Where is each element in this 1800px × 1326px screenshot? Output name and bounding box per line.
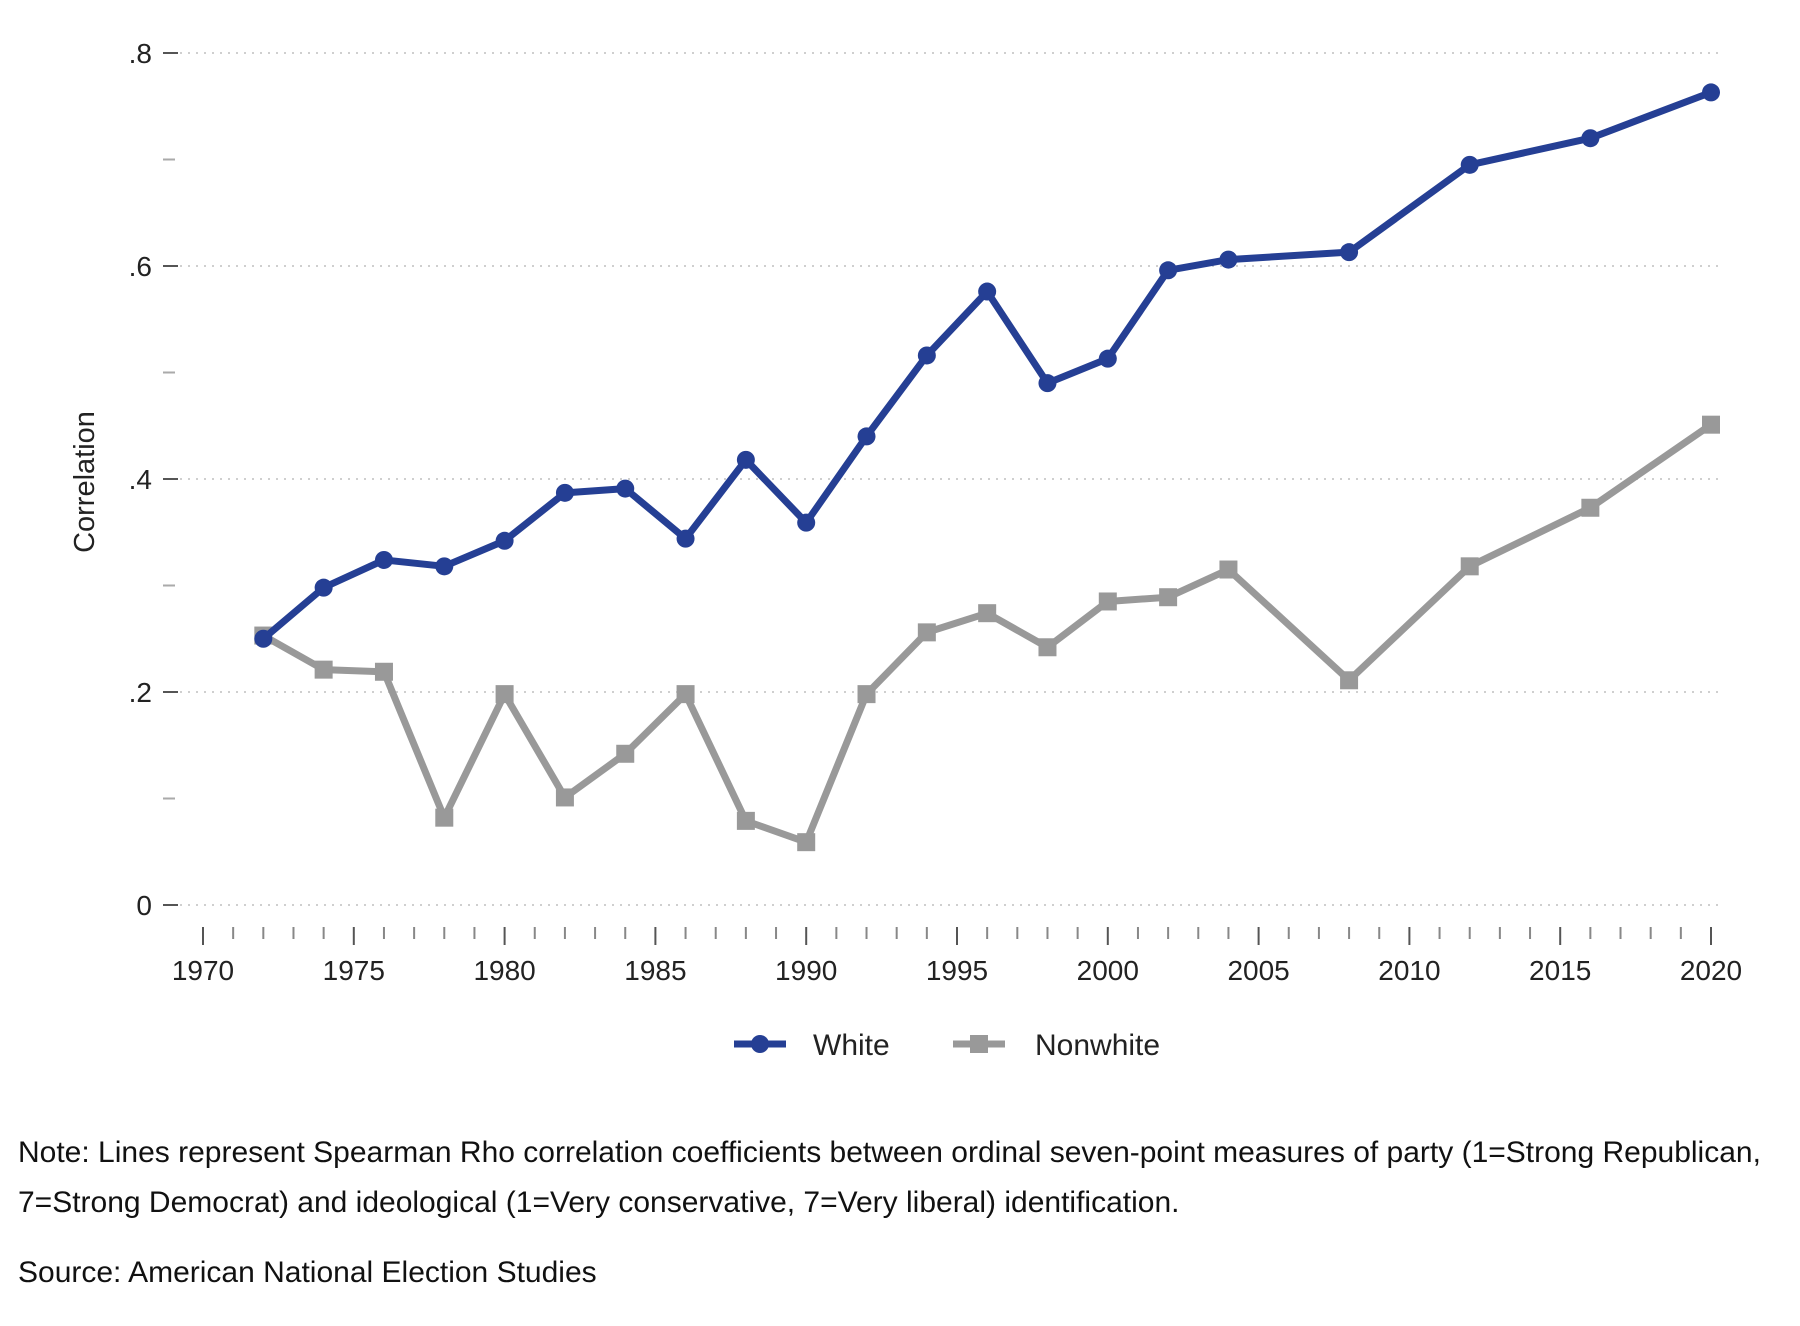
data-point-nonwhite <box>676 685 695 704</box>
y-axis: 0 .2 .4 .6 .8 <box>129 38 178 921</box>
data-point-white <box>495 531 514 550</box>
data-point-nonwhite <box>374 662 393 681</box>
data-point-white <box>254 629 273 648</box>
y-tick-label: .2 <box>129 677 152 708</box>
legend-marker <box>751 1035 769 1053</box>
x-tick-label: 1985 <box>624 955 686 986</box>
chart-source: Source: American National Election Studi… <box>18 1256 597 1289</box>
data-point-nonwhite <box>1340 671 1359 690</box>
data-point-nonwhite <box>1581 498 1600 517</box>
legend: White Nonwhite <box>734 1029 1160 1062</box>
data-point-nonwhite <box>495 685 514 704</box>
x-tick-label: 1995 <box>926 955 988 986</box>
data-point-white <box>1098 349 1117 368</box>
x-tick-label: 2010 <box>1378 955 1440 986</box>
data-point-white <box>857 427 876 446</box>
data-point-white <box>797 513 816 532</box>
data-point-nonwhite <box>857 685 876 704</box>
y-axis-title: Correlation <box>69 411 101 553</box>
data-point-white <box>676 529 695 548</box>
x-tick-label: 2020 <box>1680 955 1742 986</box>
x-tick-label: 2015 <box>1529 955 1591 986</box>
data-point-white <box>917 346 936 365</box>
data-point-white <box>1340 243 1359 262</box>
legend-marker <box>970 1035 988 1053</box>
x-tick-label: 1990 <box>775 955 837 986</box>
y-tick-label: 0 <box>136 890 152 921</box>
data-point-nonwhite <box>1219 560 1238 579</box>
data-point-nonwhite <box>978 604 997 623</box>
line-chart: 0 .2 .4 .6 .8 1970 1975 1980 1985 1990 1995 2000 20… <box>69 38 1742 1062</box>
data-point-nonwhite <box>616 744 635 763</box>
x-axis: 1970 1975 1980 1985 1990 1995 2000 2005 2010 2015… <box>172 927 1742 986</box>
data-point-nonwhite <box>797 833 816 852</box>
data-point-white <box>1219 250 1238 269</box>
data-point-white <box>616 479 635 498</box>
x-tick-label: 2005 <box>1227 955 1289 986</box>
data-point-nonwhite <box>555 788 574 807</box>
legend-label: Nonwhite <box>1035 1029 1160 1062</box>
data-point-nonwhite <box>1038 638 1057 657</box>
series-line-nonwhite <box>259 421 1715 846</box>
legend-label: White <box>813 1029 890 1062</box>
data-point-nonwhite <box>917 623 936 642</box>
series-white <box>254 83 1720 648</box>
data-point-nonwhite <box>1098 592 1117 611</box>
data-point-white <box>374 550 393 569</box>
data-point-nonwhite <box>1702 415 1720 434</box>
y-tick-label: .6 <box>129 251 152 282</box>
y-tick-label: .8 <box>129 38 152 69</box>
data-point-nonwhite <box>1460 557 1479 576</box>
chart-note: Note: Lines represent Spearman Rho corre… <box>18 1136 1761 1219</box>
data-point-white <box>1581 129 1600 148</box>
y-tick-label: .4 <box>129 464 152 495</box>
data-point-white <box>314 578 333 597</box>
legend-item-white: White <box>734 1029 890 1062</box>
data-point-nonwhite <box>1159 588 1178 607</box>
x-tick-label: 1975 <box>323 955 385 986</box>
grid-lines <box>180 52 1720 906</box>
data-point-white <box>1038 374 1057 393</box>
x-tick-label: 1970 <box>172 955 234 986</box>
x-tick-label: 1980 <box>473 955 535 986</box>
data-point-white <box>555 483 574 502</box>
legend-item-nonwhite: Nonwhite <box>953 1029 1160 1062</box>
series-nonwhite <box>254 415 1720 852</box>
series-group <box>254 83 1720 852</box>
data-point-nonwhite <box>736 811 755 830</box>
data-point-white <box>978 282 997 301</box>
data-point-white <box>1159 261 1178 280</box>
data-point-white <box>435 557 454 576</box>
data-point-nonwhite <box>314 660 333 679</box>
data-point-white <box>736 450 755 469</box>
x-tick-label: 2000 <box>1077 955 1139 986</box>
data-point-white <box>1460 155 1479 174</box>
data-point-white <box>1702 83 1720 102</box>
data-point-nonwhite <box>435 808 454 827</box>
